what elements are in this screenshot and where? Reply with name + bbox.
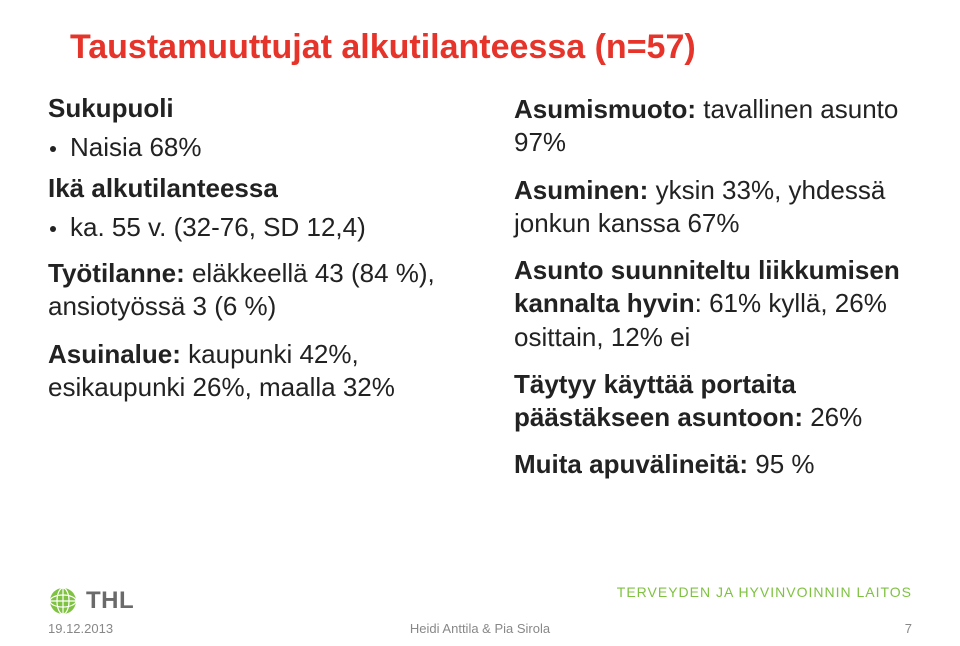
bullet-text: ka. 55 v. (32-76, SD 12,4) (70, 212, 366, 243)
block-asuminen: Asuminen: yksin 33%, yhdessä jonkun kans… (514, 174, 912, 241)
footer-tagline: TERVEYDEN JA HYVINVOINNIN LAITOS (617, 584, 912, 600)
logo-text: THL (86, 587, 134, 615)
block-asunto-suunniteltu: Asunto suunniteltu liikkumisen kannalta … (514, 254, 912, 354)
bullet-naisia: Naisia 68% (50, 132, 468, 163)
label-asuminen: Asuminen: (514, 175, 648, 205)
footer: THL TERVEYDEN JA HYVINVOINNIN LAITOS 19.… (0, 564, 960, 646)
bullet-ika: ka. 55 v. (32-76, SD 12,4) (50, 212, 468, 243)
block-asuinalue: Asuinalue: kaupunki 42%, esikaupunki 26%… (48, 338, 468, 405)
bullet-dot-icon (50, 146, 56, 152)
left-column: Sukupuoli Naisia 68% Ikä alkutilanteessa… (48, 93, 468, 496)
footer-page: 7 (905, 621, 912, 636)
globe-icon (48, 586, 78, 616)
thl-logo: THL (48, 586, 134, 616)
heading-sukupuoli: Sukupuoli (48, 93, 468, 124)
block-apuvalineita: Muita apuvälineitä: 95 % (514, 448, 912, 481)
block-asumismuoto: Asumismuoto: tavallinen asunto 97% (514, 93, 912, 160)
slide-title: Taustamuuttujat alkutilanteessa (n=57) (70, 28, 912, 67)
bullet-text: Naisia 68% (70, 132, 202, 163)
right-column: Asumismuoto: tavallinen asunto 97% Asumi… (492, 93, 912, 496)
label-asumismuoto: Asumismuoto: (514, 94, 696, 124)
block-portaita: Täytyy käyttää portaita päästäkseen asun… (514, 368, 912, 435)
label-apuvalineita: Muita apuvälineitä: (514, 449, 748, 479)
label-portaita: Täytyy käyttää portaita päästäkseen asun… (514, 369, 803, 432)
block-tyotilanne: Työtilanne: eläkkeellä 43 (84 %), ansiot… (48, 257, 468, 324)
bullet-dot-icon (50, 226, 56, 232)
footer-author: Heidi Anttila & Pia Sirola (0, 621, 960, 636)
content-columns: Sukupuoli Naisia 68% Ikä alkutilanteessa… (48, 93, 912, 496)
slide: Taustamuuttujat alkutilanteessa (n=57) S… (0, 0, 960, 646)
label-asuinalue: Asuinalue: (48, 339, 181, 369)
heading-ika: Ikä alkutilanteessa (48, 173, 468, 204)
value-portaita: 26% (803, 402, 862, 432)
label-tyotilanne: Työtilanne: (48, 258, 185, 288)
value-apuvalineita: 95 % (748, 449, 815, 479)
